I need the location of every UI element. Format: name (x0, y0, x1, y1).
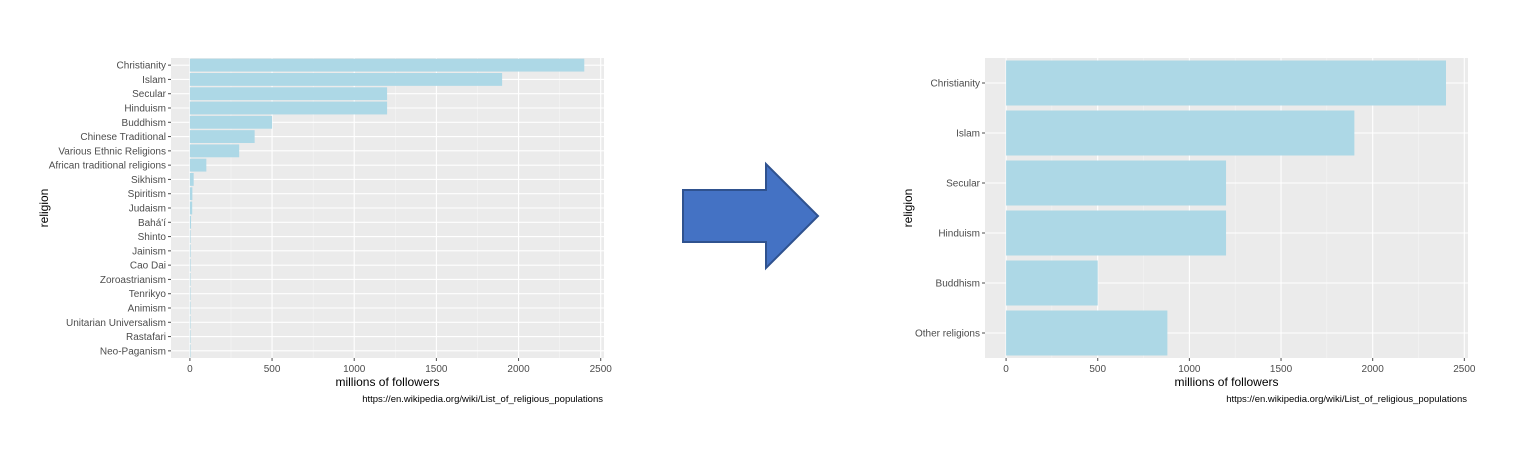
x-tick-label: 1500 (1270, 364, 1293, 375)
y-tick-label: Christianity (931, 79, 980, 90)
bar (189, 73, 503, 86)
chart-caption: https://en.wikipedia.org/wiki/List_of_re… (1226, 394, 1467, 405)
bar (189, 115, 273, 129)
y-tick-label: Chinese Traditional (80, 132, 166, 143)
bar (189, 315, 191, 329)
y-tick-label: Judaism (129, 204, 166, 215)
y-tick-label: Other religions (915, 329, 980, 340)
y-axis-title: religion (901, 189, 915, 228)
y-tick-label: Various Ethnic Religions (58, 146, 166, 157)
x-axis-title: millions of followers (335, 375, 439, 389)
x-tick-label: 1000 (343, 364, 366, 375)
x-axis-title: millions of followers (1174, 375, 1278, 389)
x-tick-label: 1000 (1178, 364, 1201, 375)
y-tick-label: Secular (132, 89, 167, 100)
y-tick-label: Animism (128, 304, 166, 315)
bar (189, 215, 192, 229)
bar (189, 330, 191, 343)
bar (189, 101, 388, 115)
y-tick-label: Neo-Paganism (100, 346, 166, 357)
y-tick-label: Jainism (132, 246, 166, 257)
bar (1006, 110, 1355, 156)
bar (189, 301, 191, 315)
y-tick-label: Zoroastrianism (100, 275, 166, 286)
y-tick-label: Rastafari (126, 332, 166, 343)
x-tick-label: 500 (1089, 364, 1106, 375)
bar (189, 230, 191, 243)
bar (189, 158, 207, 172)
y-tick-label: Bahá'í (138, 218, 166, 229)
panel-background (985, 58, 1468, 358)
bar (1006, 60, 1447, 106)
y-tick-label: Cao Dai (130, 261, 166, 272)
bar (189, 144, 240, 158)
x-tick-label: 2500 (590, 364, 613, 375)
y-tick-label: Islam (956, 129, 980, 140)
bar (189, 287, 191, 301)
x-tick-label: 2000 (507, 364, 530, 375)
y-tick-label: Shinto (138, 232, 167, 243)
y-tick-label: Islam (142, 75, 166, 86)
bar (1006, 260, 1098, 306)
bar (189, 258, 191, 272)
x-tick-label: 1500 (425, 364, 448, 375)
bar (189, 273, 191, 286)
bar (189, 58, 585, 72)
y-tick-label: Buddhism (936, 279, 980, 290)
bar (189, 244, 191, 258)
y-tick-label: Spiritism (128, 189, 166, 200)
y-tick-label: Hinduism (938, 229, 980, 240)
bar (189, 173, 194, 186)
x-tick-label: 500 (264, 364, 281, 375)
bar (1006, 160, 1227, 206)
x-tick-label: 2500 (1453, 364, 1476, 375)
x-tick-label: 2000 (1362, 364, 1385, 375)
y-tick-label: Secular (946, 179, 981, 190)
y-tick-label: Tenrikyo (129, 289, 167, 300)
bar (189, 130, 255, 143)
y-tick-label: Buddhism (122, 118, 166, 129)
x-tick-label: 0 (187, 364, 193, 375)
y-tick-label: Unitarian Universalism (66, 318, 166, 329)
bar (1006, 310, 1168, 356)
y-tick-label: Hinduism (124, 104, 166, 115)
right-arrow-icon-shape (682, 161, 820, 271)
y-tick-label: Sikhism (131, 175, 166, 186)
bar (189, 344, 191, 358)
y-tick-label: African traditional religions (49, 161, 166, 172)
chart-caption: https://en.wikipedia.org/wiki/List_of_re… (362, 394, 603, 405)
y-tick-label: Christianity (117, 61, 166, 72)
bar (189, 187, 193, 201)
x-tick-label: 0 (1003, 364, 1009, 375)
bar (189, 201, 193, 215)
bar (1006, 210, 1227, 256)
y-axis-title: religion (37, 189, 51, 228)
bar (189, 87, 388, 101)
